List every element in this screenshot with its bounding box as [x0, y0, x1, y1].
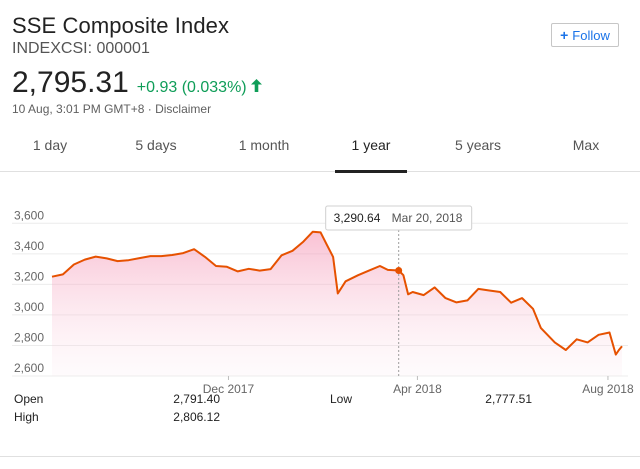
- y-tick-label: 2,800: [14, 330, 44, 344]
- follow-label: Follow: [572, 27, 610, 43]
- quote-meta: 10 Aug, 3:01 PM GMT+8 · Disclaimer: [12, 102, 211, 116]
- y-tick-label: 3,600: [14, 208, 44, 222]
- quote-timestamp: 10 Aug, 3:01 PM GMT+8: [12, 102, 145, 116]
- x-axis: Dec 2017 Apr 2018 Aug 2018: [203, 376, 634, 396]
- stat-open-value: 2,791.40: [173, 392, 220, 406]
- x-tick-label: Dec 2017: [203, 382, 255, 396]
- price-change: +0.93 (0.033%): [136, 79, 247, 96]
- y-tick-label: 2,600: [14, 361, 44, 375]
- tab-5-days[interactable]: 5 days: [135, 137, 177, 153]
- x-tick-label: Apr 2018: [393, 382, 442, 396]
- y-tick-label: 3,400: [14, 239, 44, 253]
- disclaimer-link[interactable]: Disclaimer: [155, 102, 212, 116]
- price-row: 2,795.31 +0.93 (0.033%): [12, 66, 262, 100]
- tab-1-day[interactable]: 1 day: [32, 137, 68, 153]
- price-line: [51, 230, 623, 356]
- y-tick-label: 3,000: [14, 300, 44, 314]
- hover-dot: [395, 267, 403, 275]
- stat-low-label: Low: [330, 392, 353, 406]
- range-tabs: 1 day 5 days 1 month 1 year 5 years Max: [0, 130, 640, 173]
- y-axis: 3,600 3,400 3,200 3,000 2,800 2,600: [14, 208, 44, 375]
- meta-separator: ·: [144, 102, 156, 116]
- plus-icon: +: [560, 27, 569, 43]
- price-area: [52, 231, 622, 376]
- tab-1-month[interactable]: 1 month: [238, 137, 290, 153]
- stat-high-label: High: [14, 410, 39, 424]
- tooltip-date: Mar 20, 2018: [392, 211, 463, 225]
- current-price: 2,795.31: [12, 66, 129, 99]
- stat-high-value: 2,806.12: [173, 410, 220, 424]
- stock-ticker: INDEXCSI: 000001: [12, 40, 150, 57]
- tooltip-value: 3,290.64: [334, 211, 381, 225]
- follow-button[interactable]: + Follow: [551, 23, 619, 47]
- stat-open-label: Open: [14, 392, 44, 406]
- bottom-divider: [0, 456, 640, 457]
- stat-low-value: 2,777.51: [485, 392, 532, 406]
- y-tick-label: 3,200: [14, 269, 44, 283]
- arrow-up-icon: [250, 79, 262, 97]
- tab-5-years[interactable]: 5 years: [455, 137, 501, 153]
- x-tick-label: Aug 2018: [582, 382, 634, 396]
- tab-max[interactable]: Max: [572, 137, 600, 153]
- chart-tooltip: 3,290.64 Mar 20, 2018: [325, 205, 473, 231]
- tab-1-year[interactable]: 1 year: [335, 130, 407, 173]
- stock-title: SSE Composite Index: [12, 13, 230, 38]
- price-chart[interactable]: 3,600 3,400 3,200 3,000 2,800 2,600 Dec 2017 A…: [0, 190, 640, 402]
